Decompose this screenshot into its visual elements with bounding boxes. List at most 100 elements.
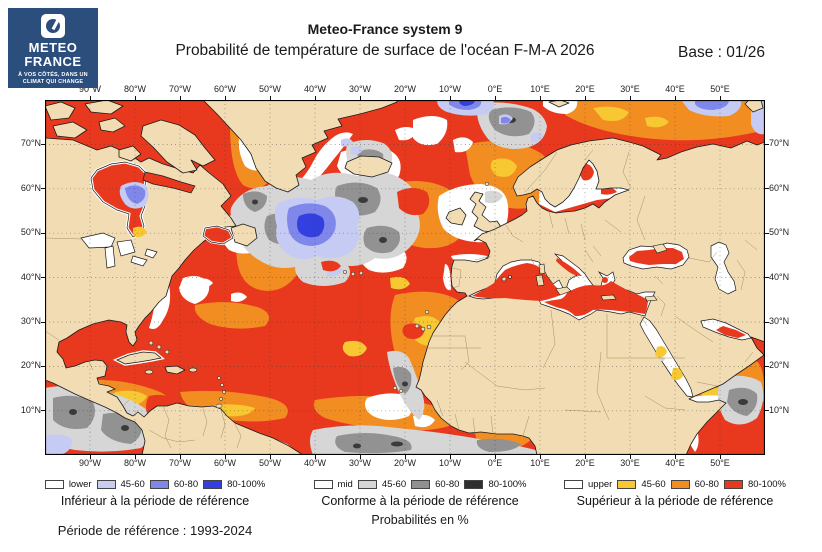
legend-swatch	[617, 479, 637, 489]
axis-label-lon-bottom: 20°W	[393, 458, 417, 468]
map-area: 90°W 90°W 80°W 80°W 70°W 70°W 60°W 60°W 50°W 50°W…	[21, 84, 789, 468]
axis-label-lon-top: 80°W	[123, 84, 147, 94]
legend-caption-lower: Inférieur à la période de référence	[60, 494, 250, 508]
axis-label-lon-bottom: 90°W	[78, 458, 102, 468]
inland-seas	[80, 160, 752, 398]
legend-swatch-label: 45-60	[120, 478, 145, 490]
legend-swatch	[44, 479, 64, 489]
axis-tick	[765, 410, 769, 412]
axis-tick	[89, 455, 91, 459]
graticule	[45, 100, 765, 455]
axis-label-lon-bottom: 10°W	[438, 458, 462, 468]
axis-label-lat-right: 40°N	[769, 271, 790, 282]
axis-tick	[539, 455, 541, 459]
axis-label-lon-bottom: 80°W	[123, 458, 147, 468]
atlantic-islands	[342, 181, 490, 394]
legend-swatch	[464, 479, 484, 489]
axis-label-lat-left: 40°N	[20, 271, 41, 282]
legend-swatches-mid: mid 45-60 60-80 80-100%	[295, 478, 545, 490]
axis-tick	[314, 455, 316, 459]
axis-label-lat-left: 30°N	[20, 316, 41, 326]
legend-swatch	[203, 479, 223, 489]
axis-label-lat-left: 50°N	[20, 227, 41, 238]
legend-swatch	[723, 479, 743, 489]
axis-label-lon-bottom: 0°E	[487, 458, 503, 468]
axis-label-lon-top: 70°W	[168, 84, 192, 94]
country-borders	[45, 149, 758, 449]
legend-swatches-lower: lower 45-60 60-80 80-100%	[30, 478, 280, 490]
axis-tick	[629, 96, 631, 100]
page-subtitle: Probabilité de température de surface de…	[175, 42, 595, 59]
axis-tick	[179, 455, 181, 459]
axis-label-lat-right: 30°N	[769, 316, 790, 326]
axis-label-lon-bottom: 40°E	[665, 458, 685, 468]
axis-label-lat-right: 60°N	[769, 182, 790, 193]
axis-label-lon-top: 40°W	[303, 84, 327, 94]
axis-label-lon-bottom: 60°W	[213, 458, 237, 468]
legend-swatch	[96, 479, 116, 489]
axis-label-lon-bottom: 20°E	[575, 458, 595, 468]
axis-tick	[719, 96, 721, 100]
axis-tick	[404, 96, 406, 100]
legend-group-upper: upper 45-60 60-80 80-100% Supérieur à la pé…	[550, 478, 800, 508]
axis-label-lat-right: 50°N	[769, 227, 790, 238]
legend-swatch-label: upper	[588, 478, 613, 490]
axis-tick	[134, 455, 136, 459]
axis-label-lon-bottom: 40°W	[303, 458, 327, 468]
logo-tagline-line1: À VOS CÔTÉS, DANS UN	[18, 72, 88, 78]
axis-tick	[449, 455, 451, 459]
axis-tick	[314, 96, 316, 100]
legend-swatch	[357, 479, 377, 489]
axis-label-lon-top: 50°E	[710, 84, 730, 94]
legend-caption-upper: Supérieur à la période de référence	[576, 494, 774, 508]
probability-map	[45, 100, 765, 455]
axis-label-lon-top: 10°W	[438, 84, 462, 94]
logo-brand-line1: METEO	[28, 40, 78, 55]
legend-swatch	[149, 479, 169, 489]
legend-swatch-label: 60-80	[694, 478, 719, 490]
axis-tick	[765, 143, 769, 145]
axis-tick	[449, 96, 451, 100]
axis-label-lon-top: 20°E	[575, 84, 595, 94]
axis-tick	[224, 455, 226, 459]
axis-label-lon-top: 30°E	[620, 84, 640, 94]
axis-tick	[134, 96, 136, 100]
page-title: Meteo-France system 9	[307, 21, 463, 37]
axis-tick	[719, 455, 721, 459]
axis-tick	[584, 96, 586, 100]
axis-tick	[224, 96, 226, 100]
axis-tick	[765, 188, 769, 190]
axis-label-lat-left: 10°N	[20, 404, 41, 415]
axis-label-lon-top: 90°W	[78, 84, 102, 94]
axis-tick	[359, 455, 361, 459]
map-frame	[45, 100, 765, 455]
axis-tick	[539, 96, 541, 100]
axis-tick	[41, 321, 45, 323]
axis-tick	[359, 96, 361, 100]
axis-tick	[765, 365, 769, 367]
axis-label-lon-top: 50°W	[258, 84, 282, 94]
legend-group-lower: lower 45-60 60-80 80-100% Inférieur à la pé…	[30, 478, 280, 508]
caribbean-islands	[112, 340, 226, 409]
axis-tick	[494, 455, 496, 459]
logo-tagline-line2: CLIMAT QUI CHANGE	[22, 79, 84, 85]
legend-swatch	[564, 479, 584, 489]
axis-tick	[404, 455, 406, 459]
axis-label-lon-top: 60°W	[213, 84, 237, 94]
axis-tick	[765, 232, 769, 234]
legend-swatch-label: 60-80	[173, 478, 199, 490]
axis-label-lon-top: 0°E	[487, 84, 503, 94]
logo-tagline: À VOS CÔTÉS, DANS UN CLIMAT QUI CHANGE	[18, 72, 88, 86]
axis-label-lon-bottom: 70°W	[168, 458, 192, 468]
axis-label-lat-right: 10°N	[769, 404, 790, 415]
legend-group-mid: mid 45-60 60-80 80-100% Conforme à la pério…	[295, 478, 545, 508]
legend-swatch-label: 80-100%	[227, 478, 266, 490]
axis-tick	[494, 96, 496, 100]
legend-swatch-label: 45-60	[381, 478, 407, 490]
base-date-label: Base : 01/26	[678, 44, 766, 61]
legend-swatch-label: mid	[337, 478, 353, 490]
axis-tick	[89, 96, 91, 100]
axis-label-lat-right: 20°N	[769, 360, 790, 371]
axis-tick	[41, 277, 45, 279]
reference-period-label: Période de référence : 1993-2024	[57, 523, 253, 538]
